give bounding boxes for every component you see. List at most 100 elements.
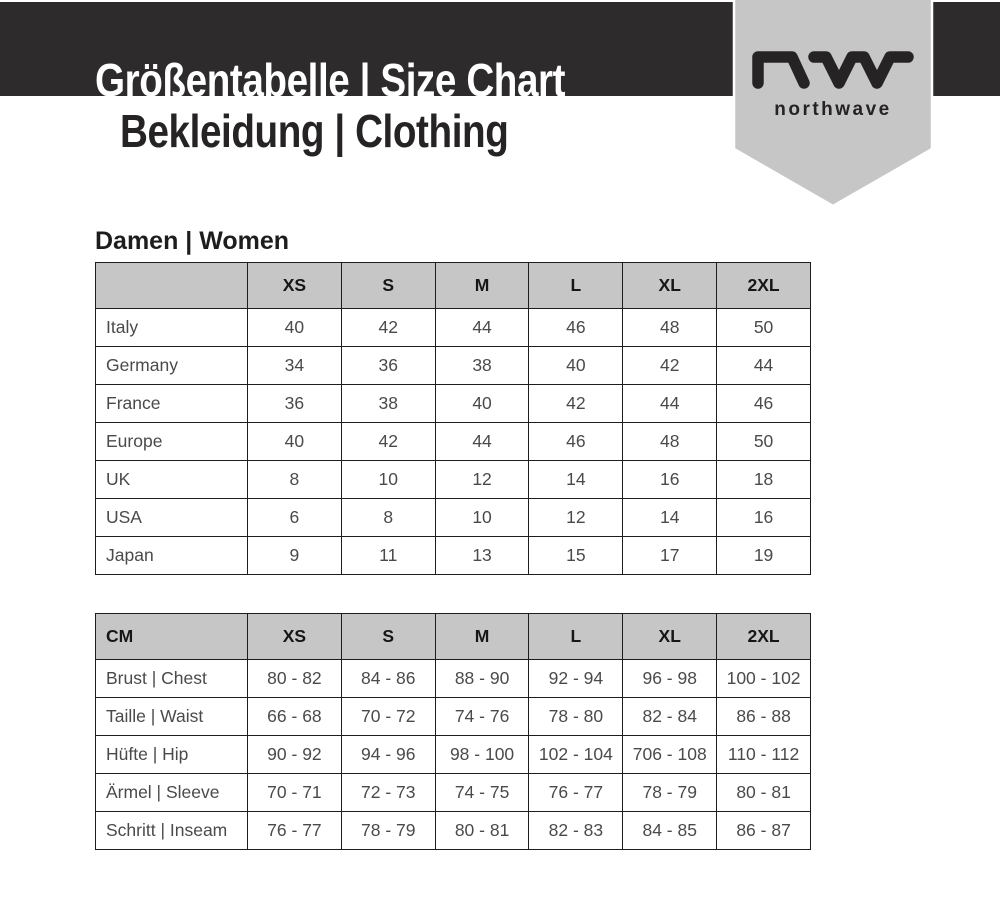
value-cell: 44 — [434, 422, 530, 461]
value-cell: 10 — [340, 460, 436, 499]
value-cell: 46 — [528, 308, 624, 347]
value-cell: 13 — [434, 536, 530, 575]
value-cell: 38 — [434, 346, 530, 385]
value-cell: 44 — [716, 346, 811, 385]
row-label: France — [95, 384, 248, 423]
value-cell: 110 - 112 — [716, 735, 811, 774]
value-cell: 42 — [622, 346, 718, 385]
table-row: Taille | Waist 66 - 68 70 - 72 74 - 76 78 - … — [95, 697, 811, 736]
value-cell: 46 — [528, 422, 624, 461]
measurements-table-grid: CM XS S M L XL 2XL Brust | Chest 80 - 82 84 - 86 8… — [95, 613, 811, 850]
value-cell: 78 - 80 — [528, 697, 624, 736]
column-header-s: S — [340, 613, 436, 660]
value-cell: 48 — [622, 422, 718, 461]
value-cell: 86 - 87 — [716, 811, 811, 850]
value-cell: 80 - 82 — [247, 659, 342, 698]
table-row: Europe 40 42 44 46 48 50 — [95, 422, 811, 461]
column-header-xl: XL — [622, 613, 718, 660]
column-header-s: S — [340, 262, 436, 309]
value-cell: 11 — [340, 536, 436, 575]
column-header-2xl: 2XL — [716, 262, 811, 309]
value-cell: 76 - 77 — [528, 773, 624, 812]
value-cell: 82 - 83 — [528, 811, 624, 850]
value-cell: 74 - 75 — [434, 773, 530, 812]
row-label: Germany — [95, 346, 248, 385]
value-cell: 17 — [622, 536, 718, 575]
column-header-2xl: 2XL — [716, 613, 811, 660]
value-cell: 40 — [528, 346, 624, 385]
value-cell: 10 — [434, 498, 530, 537]
value-cell: 16 — [622, 460, 718, 499]
row-label: Brust | Chest — [95, 659, 248, 698]
table-row: USA 6 8 10 12 14 16 — [95, 498, 811, 537]
value-cell: 6 — [247, 498, 342, 537]
value-cell: 14 — [622, 498, 718, 537]
value-cell: 19 — [716, 536, 811, 575]
row-label: Taille | Waist — [95, 697, 248, 736]
row-label: UK — [95, 460, 248, 499]
value-cell: 82 - 84 — [622, 697, 718, 736]
northwave-wordmark: northwave — [774, 99, 892, 120]
row-label: USA — [95, 498, 248, 537]
value-cell: 44 — [622, 384, 718, 423]
column-header-xs: XS — [247, 613, 342, 660]
value-cell: 40 — [247, 422, 342, 461]
brand-pennant: northwave — [732, 0, 934, 212]
value-cell: 44 — [434, 308, 530, 347]
size-conversion-table-grid: XS S M L XL 2XL Italy 40 42 44 46 48 50 Germany 34 36 38… — [95, 262, 811, 575]
row-label: Japan — [95, 536, 248, 575]
value-cell: 84 - 85 — [622, 811, 718, 850]
table-row: Italy 40 42 44 46 48 50 — [95, 308, 811, 347]
column-header-l: L — [528, 262, 624, 309]
value-cell: 70 - 71 — [247, 773, 342, 812]
row-label: Italy — [95, 308, 248, 347]
value-cell: 102 - 104 — [528, 735, 624, 774]
table-row: Japan 9 11 13 15 17 19 — [95, 536, 811, 575]
value-cell: 50 — [716, 308, 811, 347]
value-cell: 42 — [340, 308, 436, 347]
value-cell: 74 - 76 — [434, 697, 530, 736]
row-label: Schritt | Inseam — [95, 811, 248, 850]
value-cell: 42 — [528, 384, 624, 423]
table-row: Hüfte | Hip 90 - 92 94 - 96 98 - 100 102 - 1… — [95, 735, 811, 774]
value-cell: 9 — [247, 536, 342, 575]
page-title: Größentabelle | Size Chart — [95, 54, 566, 96]
row-label: Ärmel | Sleeve — [95, 773, 248, 812]
value-cell: 706 - 108 — [622, 735, 718, 774]
value-cell: 16 — [716, 498, 811, 537]
value-cell: 15 — [528, 536, 624, 575]
value-cell: 86 - 88 — [716, 697, 811, 736]
header-row: CM XS S M L XL 2XL — [95, 613, 811, 660]
value-cell: 8 — [247, 460, 342, 499]
value-cell: 98 - 100 — [434, 735, 530, 774]
value-cell: 80 - 81 — [434, 811, 530, 850]
row-label: Europe — [95, 422, 248, 461]
measurements-table: CM XS S M L XL 2XL Brust | Chest 80 - 82 84 - 86 8… — [95, 613, 811, 850]
corner-header-cell: CM — [95, 613, 248, 660]
table-row: Ärmel | Sleeve 70 - 71 72 - 73 74 - 75 76 - … — [95, 773, 811, 812]
value-cell: 96 - 98 — [622, 659, 718, 698]
value-cell: 50 — [716, 422, 811, 461]
value-cell: 8 — [340, 498, 436, 537]
table-row: Germany 34 36 38 40 42 44 — [95, 346, 811, 385]
header-row: XS S M L XL 2XL — [95, 262, 811, 309]
value-cell: 40 — [434, 384, 530, 423]
value-cell: 78 - 79 — [622, 773, 718, 812]
column-header-xl: XL — [622, 262, 718, 309]
value-cell: 40 — [247, 308, 342, 347]
value-cell: 12 — [434, 460, 530, 499]
value-cell: 84 - 86 — [340, 659, 436, 698]
value-cell: 100 - 102 — [716, 659, 811, 698]
value-cell: 36 — [247, 384, 342, 423]
table-row: Brust | Chest 80 - 82 84 - 86 88 - 90 92 - 9… — [95, 659, 811, 698]
value-cell: 14 — [528, 460, 624, 499]
value-cell: 34 — [247, 346, 342, 385]
column-header-l: L — [528, 613, 624, 660]
value-cell: 70 - 72 — [340, 697, 436, 736]
value-cell: 46 — [716, 384, 811, 423]
section-heading: Damen | Women — [95, 227, 290, 255]
value-cell: 38 — [340, 384, 436, 423]
value-cell: 80 - 81 — [716, 773, 811, 812]
page-subtitle: Bekleidung | Clothing — [120, 105, 509, 157]
column-header-m: M — [434, 613, 530, 660]
